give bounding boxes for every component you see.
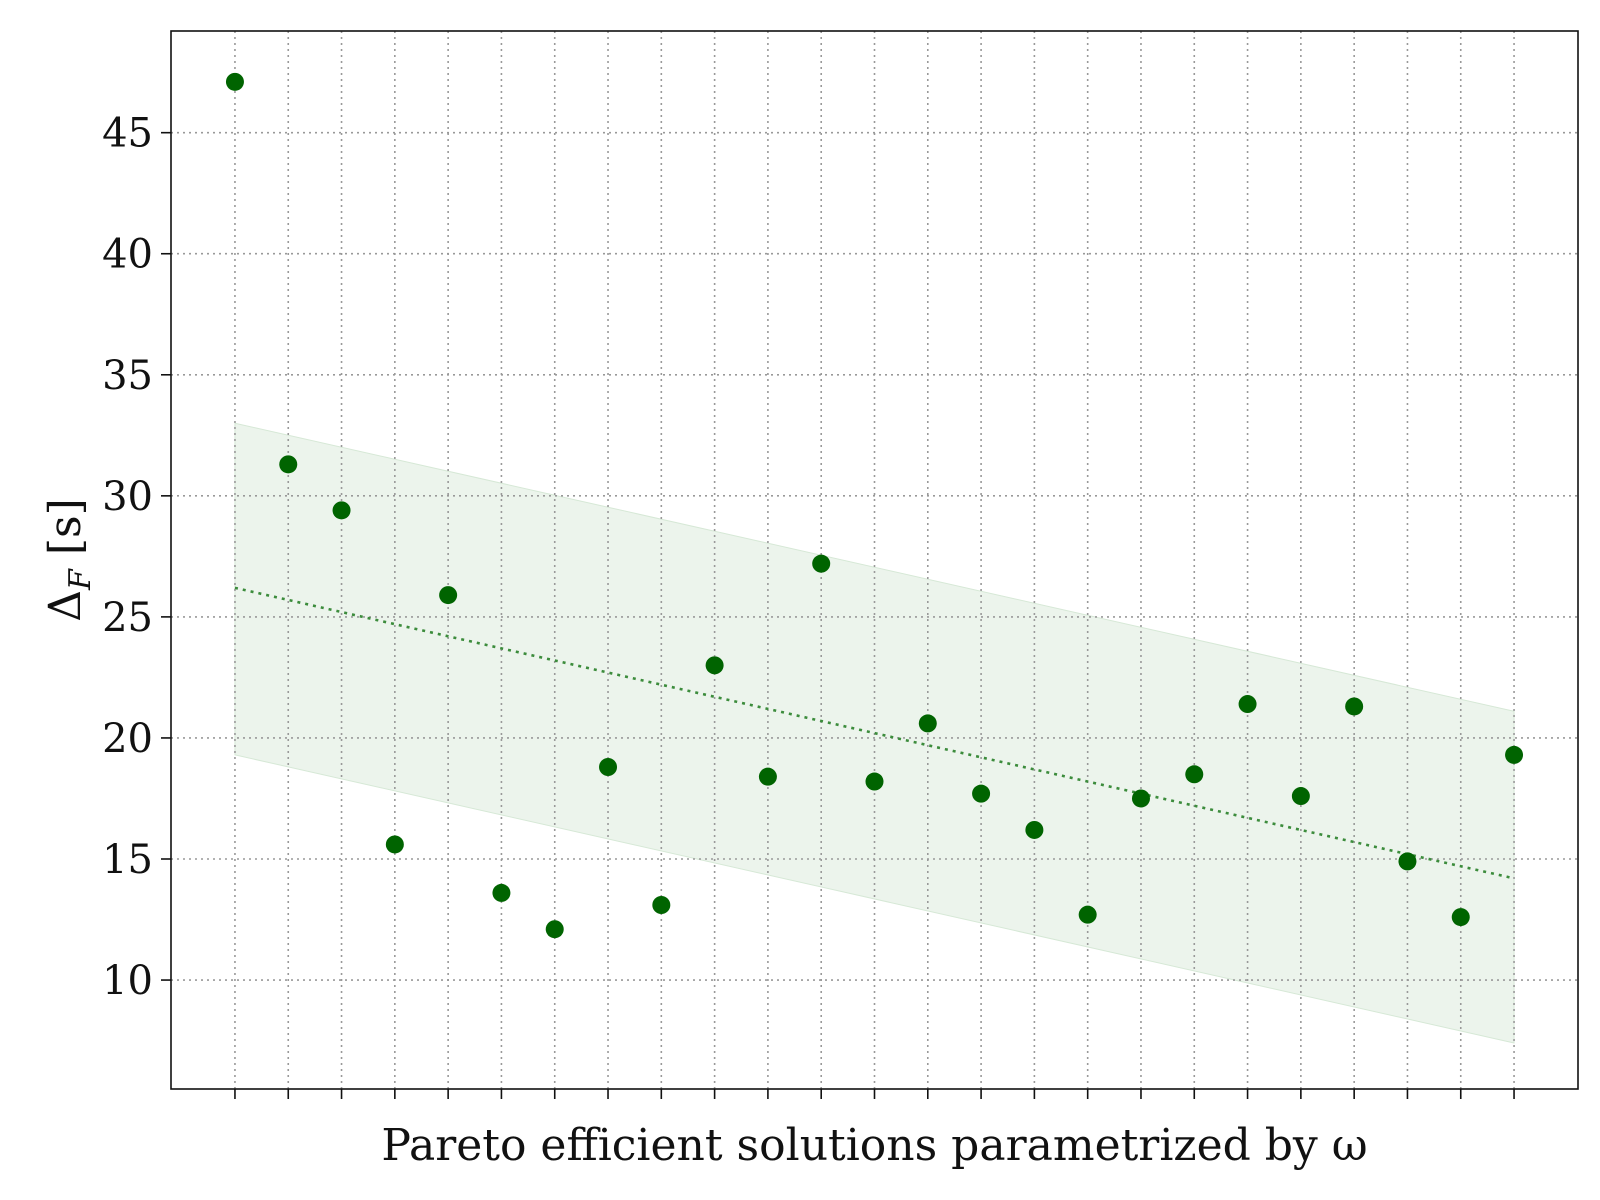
data-point-22	[1398, 852, 1417, 871]
data-point-12	[865, 772, 884, 791]
trend-line	[234, 586, 1515, 880]
points-layer	[225, 72, 1524, 939]
data-point-13	[918, 714, 937, 733]
data-point-18	[1185, 765, 1204, 784]
data-point-7	[599, 758, 618, 776]
y-tick-label-3: 25	[102, 595, 153, 641]
data-point-11	[812, 554, 831, 573]
data-point-4	[439, 586, 458, 605]
data-point-19	[1238, 695, 1257, 714]
data-point-20	[1291, 787, 1310, 806]
y-tick-label-4: 30	[102, 474, 153, 520]
data-point-21	[1345, 697, 1364, 716]
y-tick-label-6: 40	[102, 232, 153, 278]
y-tick-label-1: 15	[102, 837, 153, 883]
grid-layer	[171, 31, 1578, 1089]
data-point-5	[492, 883, 511, 902]
data-point-0	[225, 72, 244, 91]
data-point-16	[1078, 905, 1097, 924]
data-point-14	[972, 784, 991, 803]
y-tick-label-7: 45	[102, 111, 153, 157]
data-point-10	[758, 767, 777, 786]
data-point-2	[332, 501, 351, 520]
trend-layer	[234, 586, 1515, 880]
y-axis-title-symbol: Δ	[40, 590, 91, 622]
data-point-3	[385, 835, 404, 854]
data-point-15	[1025, 820, 1044, 839]
data-point-24	[1505, 745, 1524, 764]
data-point-17	[1131, 789, 1150, 808]
y-tick-label-2: 20	[102, 716, 153, 762]
data-point-1	[279, 455, 298, 474]
y-axis-title: ΔF [s]	[40, 498, 98, 622]
data-point-6	[545, 920, 564, 939]
data-point-8	[652, 896, 671, 914]
y-tick-label-0: 10	[102, 958, 153, 1004]
y-tick-label-5: 35	[102, 353, 153, 399]
data-point-23	[1451, 908, 1470, 927]
y-ticks-layer: 10 15 20 25 30 35 40 45	[102, 111, 171, 1004]
y-axis-title-unit: [s]	[40, 498, 91, 569]
data-point-9	[705, 656, 724, 675]
x-axis-title: Pareto efficient solutions parametrized …	[381, 1120, 1367, 1171]
x-ticks-layer	[234, 1089, 1515, 1099]
y-axis-title-subscript: F	[63, 568, 98, 591]
